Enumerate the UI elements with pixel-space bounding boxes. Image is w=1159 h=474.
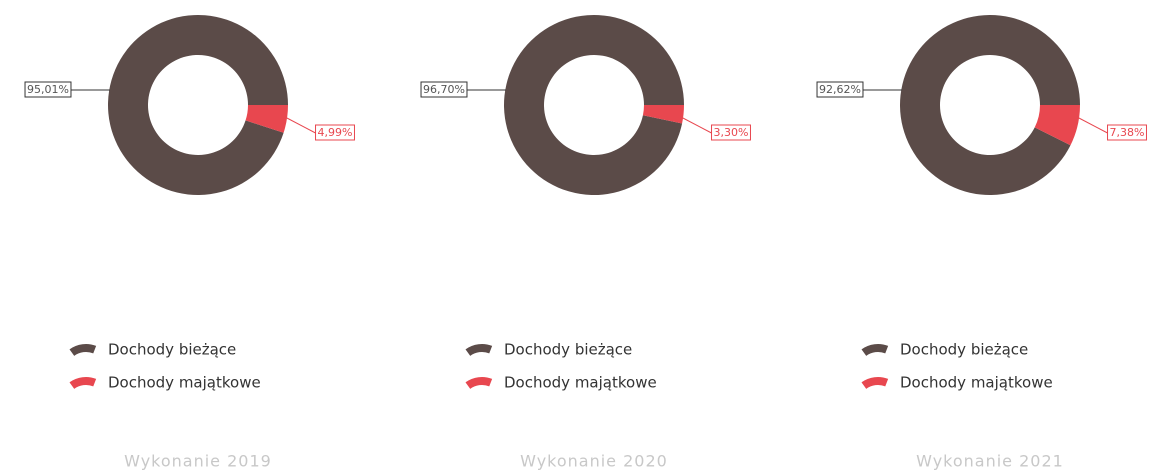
data-label: 7,38%: [1110, 126, 1145, 139]
legend-swatch: [69, 376, 97, 389]
data-label: 96,70%: [423, 83, 465, 96]
legend-label: Dochody bieżące: [504, 341, 632, 359]
donut-slice: [642, 105, 684, 124]
legend-label: Dochody bieżące: [900, 341, 1028, 359]
data-label: 95,01%: [27, 83, 69, 96]
legend-swatch: [861, 343, 889, 356]
legend-label: Dochody majątkowe: [504, 374, 657, 392]
legend-label: Dochody majątkowe: [900, 374, 1053, 392]
leader-line: [680, 116, 712, 134]
chart-title: Wykonanie 2020: [520, 452, 668, 471]
donut-slice: [1034, 105, 1080, 146]
legend-label: Dochody majątkowe: [108, 374, 261, 392]
chart-title: Wykonanie 2019: [124, 452, 272, 471]
data-label: 92,62%: [819, 83, 861, 96]
donut-slice: [899, 15, 1080, 196]
donut-slice: [504, 14, 684, 195]
legend-swatch: [69, 343, 97, 356]
data-label: 3,30%: [714, 126, 749, 139]
chart-title: Wykonanie 2021: [916, 452, 1064, 471]
legend-swatch: [861, 376, 889, 389]
legend-swatch: [465, 376, 493, 389]
legend-swatch: [465, 343, 493, 356]
donut-slice: [245, 105, 288, 133]
donut-slice: [107, 14, 288, 195]
data-label: 4,99%: [318, 126, 353, 139]
legend-label: Dochody bieżące: [108, 341, 236, 359]
leader-line: [284, 116, 316, 134]
leader-line: [1076, 116, 1108, 134]
